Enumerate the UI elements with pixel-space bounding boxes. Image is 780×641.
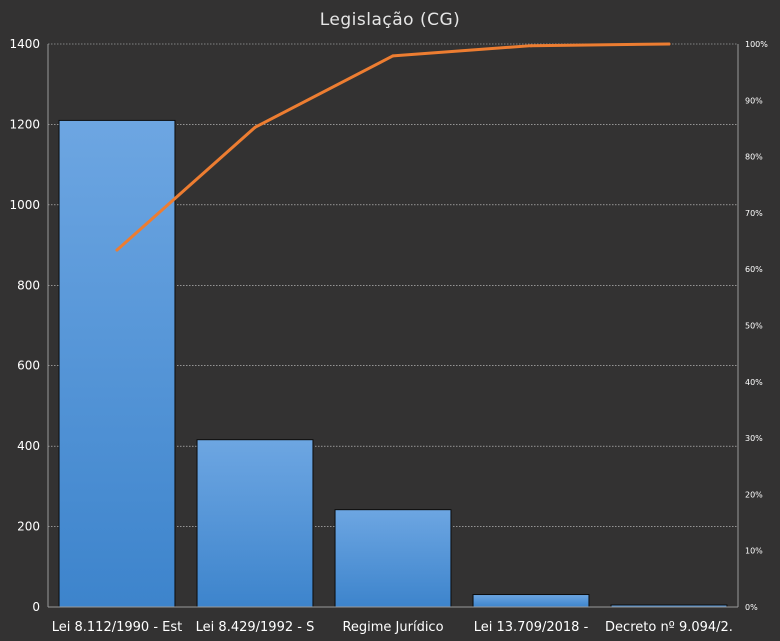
cumulative-point	[253, 125, 257, 129]
y2-tick-label: 20%	[745, 490, 763, 499]
x-tick-label: Lei 8.112/1990 - Est	[52, 620, 182, 635]
y2-tick-label: 70%	[745, 209, 763, 218]
axes: 0 200 400 600 800 1000 1200 1400 0% 10% 20% 30% 40% 5…	[9, 37, 768, 635]
bar	[472, 594, 590, 608]
x-tick-label: Lei 8.429/1992 - S	[196, 620, 315, 635]
y2-tick-label: 30%	[745, 434, 763, 443]
bar-series	[58, 119, 728, 608]
x-tick-label: Lei 13.709/2018 -	[474, 620, 589, 635]
cumulative-line	[115, 42, 671, 252]
y2-tick-label: 80%	[745, 153, 763, 162]
y2-tick-label: 0%	[745, 603, 758, 612]
bar	[334, 509, 452, 608]
cumulative-point	[115, 248, 119, 252]
y2-tick-label: 60%	[745, 265, 763, 274]
y-tick-label: 1200	[9, 117, 40, 131]
y-tick-label: 200	[17, 520, 40, 534]
y2-tick-label: 100%	[745, 40, 768, 49]
y-tick-label: 1000	[9, 198, 40, 212]
cumulative-line-series	[115, 42, 671, 252]
bar	[58, 119, 176, 608]
y2-tick-label: 40%	[745, 378, 763, 387]
y2-tick-label: 50%	[745, 322, 763, 331]
y-tick-label: 600	[17, 359, 40, 373]
y2-tick-label: 90%	[745, 96, 763, 105]
y-tick-label: 0	[32, 600, 40, 614]
cumulative-point	[667, 42, 671, 46]
y-tick-label: 400	[17, 439, 40, 453]
x-tick-label: Decreto nº 9.094/2.	[605, 620, 733, 635]
y2-tick-label: 10%	[745, 547, 763, 556]
x-tick-label: Regime Jurídico	[342, 620, 443, 635]
y-tick-label: 800	[17, 278, 40, 292]
y-tick-label: 1400	[9, 37, 40, 51]
chart-title: Legislação (CG)	[320, 10, 461, 30]
cumulative-point	[529, 44, 533, 48]
cumulative-point	[391, 54, 395, 58]
bar	[196, 439, 314, 608]
